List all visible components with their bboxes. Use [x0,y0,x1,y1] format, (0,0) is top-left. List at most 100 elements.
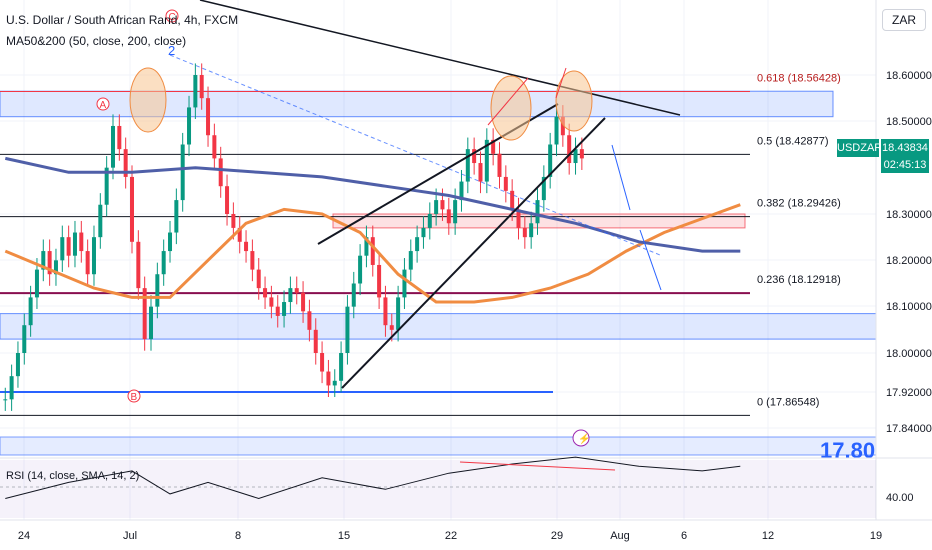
zone-blue-0 [0,90,834,118]
wedge-lower [341,117,606,389]
candle-body-6 [41,251,46,270]
candle-body-34 [218,158,223,187]
candle-body-23 [149,306,154,340]
time-tick-1: Jul [123,530,137,542]
price-tick-0: 18.60000 [886,70,932,82]
projection-arrow-1 [611,144,631,211]
price-axis[interactable]: 18.60000 18.50000 18.30000 18.20000 18.10000… [875,0,932,520]
candle-body-61 [389,325,394,330]
candle-body-74 [472,149,477,164]
marker-circle-2 [165,9,179,23]
fib-label-4: 0 (17.86548) [757,396,819,408]
candle-body-22 [142,288,147,340]
candle-body-17 [110,125,115,168]
time-tick-4: 22 [445,530,457,542]
candle-body-19 [123,149,128,177]
candle-body-4 [28,297,33,326]
candle-body-91 [579,149,584,159]
indicator-legend[interactable]: MA50&200 (50, close, 200, close) [6,34,187,48]
marker-circle-0 [96,97,110,111]
candle-body-65 [415,237,420,252]
trendline-upper [199,0,681,116]
price-tick-2: 18.30000 [886,209,932,221]
rsi-divergence-line [459,461,616,471]
price-tag-countdown: 02:45:13 [881,157,929,173]
marker-circle-1 [127,389,141,403]
marker-2: 2 [168,43,175,58]
candle-body-48 [307,311,312,330]
fib-label-3: 0.236 (18.12918) [757,274,841,286]
candle-body-58 [370,237,375,265]
candle-body-18 [117,125,122,150]
series-ma50 [4,203,741,304]
bottom-value-label: 17.80 [820,438,875,463]
time-axis[interactable]: 24 Jul 8 15 22 29 Aug 6 12 19 [0,519,932,542]
candle-body-20 [130,176,134,242]
marker-C: C [169,12,176,23]
rsi-background [0,460,876,518]
candle-body-53 [339,353,344,381]
candle-body-43 [275,306,280,316]
last-price-tag: USDZAR 18.43834 02:45:13 [837,139,929,175]
candle-body-72 [459,181,464,201]
candle-body-80 [510,190,515,210]
rsi-pane[interactable]: RSI (14, close, SMA, 14, 2) 40.00 [0,456,932,518]
zone-blue-2 [0,313,877,340]
time-tick-5: 29 [551,530,563,542]
candle-body-84 [535,200,540,224]
candle-body-90 [573,149,578,164]
candle-body-82 [522,227,527,238]
lightning-icon: ⚡ [578,432,590,445]
price-tick-5: 18.00000 [886,348,932,360]
candle-body-70 [446,209,451,224]
candle-body-83 [529,223,534,238]
candle-body-25 [161,251,166,275]
candle-body-73 [465,149,470,182]
dashed-channel [169,54,661,256]
chart-title: U.S. Dollar / South African Rand, 4h, FX… [6,13,239,27]
candle-body-9 [60,237,65,261]
candle-body-52 [332,380,337,386]
candle-body-15 [98,204,103,238]
red-trend-1 [487,77,529,126]
candle-body-54 [345,306,350,353]
candle-body-16 [104,167,109,205]
candle-body-11 [72,232,77,256]
candle-body-76 [484,139,489,182]
candle-body-63 [402,269,407,298]
candle-body-59 [377,264,382,298]
candle-body-49 [313,329,318,353]
candle-body-38 [244,241,249,252]
rsi-legend: RSI (14, close, SMA, 14, 2) [6,470,139,482]
candle-body-62 [396,297,401,330]
series-ma200 [4,156,741,253]
candle-body-29 [187,107,192,145]
candle-body-41 [263,288,268,298]
candle-body-2 [15,353,20,377]
candle-body-50 [320,353,325,372]
moving-averages [4,156,741,304]
price-tick-3: 18.20000 [886,255,932,267]
candle-body-44 [282,302,287,316]
price-tag-symbol: USDZAR [837,139,882,157]
candle-body-1 [9,376,14,400]
candle-body-67 [427,214,432,228]
candle-body-40 [256,269,261,289]
candle-body-3 [22,325,27,353]
fib-label-0: 0.618 (18.56428) [757,73,841,85]
candle-body-56 [358,255,363,284]
rsi-tick-0: 40.00 [886,492,914,504]
candle-body-71 [453,200,458,224]
projection-arrow-2 [639,229,662,291]
candle-body-14 [91,237,96,275]
candle-body-27 [174,200,179,233]
candle-body-78 [497,153,502,177]
currency-button[interactable]: ZAR [882,9,926,31]
candle-body-12 [79,232,84,252]
highlight-ellipse-1 [490,75,532,141]
highlight-ellipse-2 [555,70,593,132]
candle-body-66 [421,227,426,238]
candle-body-10 [66,237,71,256]
candle-body-87 [554,116,559,145]
